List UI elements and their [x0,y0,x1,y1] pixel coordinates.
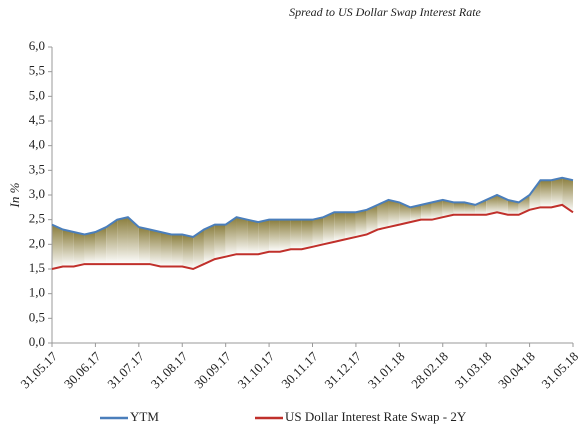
spread-fill [507,199,519,215]
chart-title: Spread to US Dollar Swap Interest Rate [289,5,481,19]
spread-fill [171,234,183,267]
y-axis-label: In % [7,182,22,208]
spread-fill [421,202,432,220]
spread-fill [225,217,237,257]
spread-fill [355,209,367,237]
spread-fill [464,202,476,215]
spread-fill [345,212,356,240]
spread-fill [269,219,280,252]
spread-fill [562,177,573,213]
spread-fill [73,232,85,267]
spread-fill [149,229,161,267]
spread-fill [182,234,194,269]
spread-fill [410,204,422,223]
x-tick-label: 31.07.17 [104,348,147,391]
x-tick-label: 30.11.17 [278,348,321,391]
y-tick-label: 4,5 [29,112,45,127]
y-tick-label: 4,0 [29,137,45,152]
spread-fill [475,199,487,215]
spread-fill [497,195,508,215]
x-tick-label: 31.10.17 [235,348,278,391]
spread-fill [95,227,107,265]
spread-fill [193,229,204,269]
spread-fill [529,180,541,210]
spread-fill [117,217,128,265]
spread-fill [431,199,443,220]
spread-fill [301,219,313,250]
spread-fill [334,212,346,242]
x-tick-label: 30.04.18 [495,349,538,392]
spread-fill [290,219,302,250]
spread-fill [399,202,411,225]
spread-fill [279,219,291,252]
y-tick-label: 5,5 [29,63,45,78]
spread-fill [138,227,150,265]
line-1 [51,203,574,271]
spread-fill [203,224,215,265]
spread-fill [62,229,74,267]
y-tick-label: 2,0 [29,235,45,250]
spread-fill [312,217,324,247]
x-tick-label: 31.08.17 [148,348,191,391]
y-tick-label: 0,0 [29,334,45,349]
x-tick-label: 31.05.17 [17,348,60,391]
spread-fill [388,199,400,228]
y-tick-label: 2,5 [29,211,45,226]
x-tick-label: 31.01.18 [365,349,408,392]
spread-fill [236,217,248,255]
x-tick-label: 31.05.18 [538,349,579,392]
y-tick-label: 5,0 [29,87,45,102]
x-tick-label: 30.06.17 [61,348,104,391]
spread-fill [160,232,172,267]
spread-fill [84,232,96,265]
y-tick-label: 0,5 [29,309,45,324]
spread-fill [486,195,498,215]
spread-fill [247,219,259,255]
spread-fill [106,219,118,265]
legend-label: YTM [130,409,159,424]
y-tick-label: 3,0 [29,186,45,201]
spread-fill [127,217,139,265]
spread-fill [258,219,270,255]
x-tick-label: 31.03.18 [452,349,495,392]
y-tick-label: 1,0 [29,285,45,300]
spread-fill [453,202,465,215]
line-0 [51,176,574,239]
spread-fill [366,204,378,235]
spread-fill [52,224,63,269]
spread-fill [214,224,226,260]
y-tick-label: 1,5 [29,260,45,275]
x-tick-label: 30.09.17 [191,348,234,391]
spread-fill [323,212,335,245]
legend-label: US Dollar Interest Rate Swap - 2Y [285,409,467,424]
y-tick-label: 3,5 [29,161,45,176]
y-tick-label: 6,0 [29,38,45,53]
x-tick-label: 31.12.17 [321,348,364,391]
spread-fill [377,199,389,230]
x-tick-label: 28.02.18 [408,349,451,392]
spread-fill [442,199,454,218]
spread-fill [518,195,530,215]
spread-fill [551,177,563,208]
spread-fill [540,180,552,208]
